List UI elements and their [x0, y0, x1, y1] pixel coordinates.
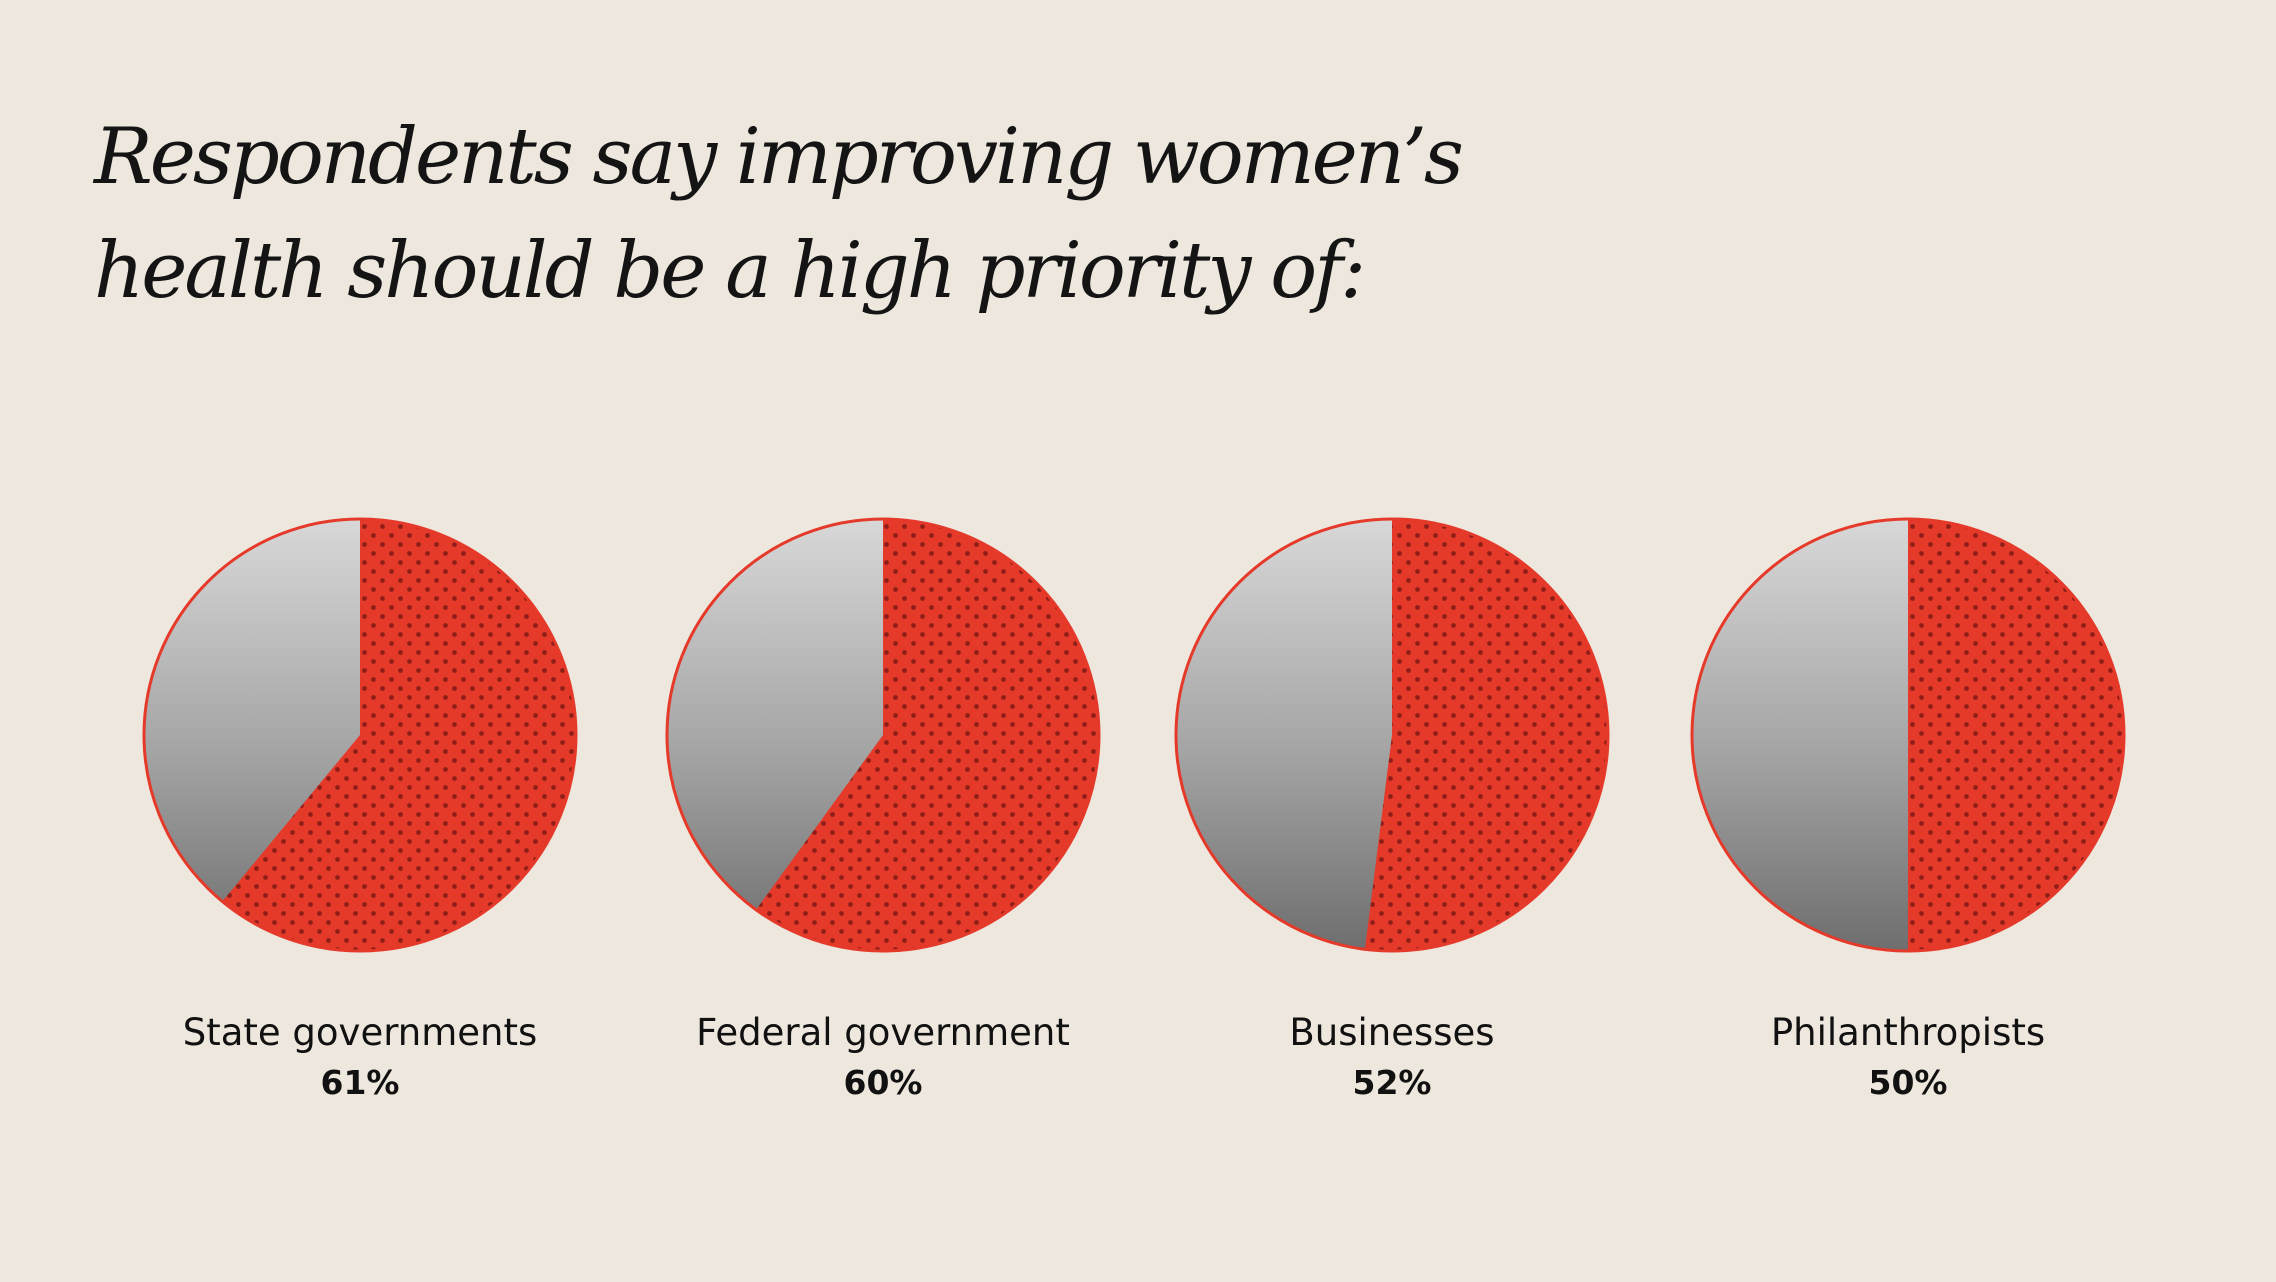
value-label: 52% [1352, 1063, 1432, 1102]
value-label: 60% [843, 1063, 923, 1102]
category-label: Philanthropists [1770, 1011, 2046, 1054]
pie-state-governments [142, 517, 578, 953]
pie-label: Businesses 52% [1132, 1008, 1652, 1108]
category-label: State governments [182, 1011, 538, 1054]
pie-label: Federal government 60% [623, 1008, 1143, 1108]
category-label: Federal government [696, 1011, 1070, 1054]
pie-slice [222, 519, 577, 951]
pie-outline [1174, 517, 1610, 953]
value-label: 61% [320, 1063, 400, 1102]
pie-label: State governments 61% [100, 1008, 620, 1108]
pie-label: Philanthropists 50% [1648, 1008, 2168, 1108]
category-label: Businesses [1289, 1011, 1495, 1054]
chart-title: Respondents say improving women’s health… [94, 100, 1494, 328]
pie-slice [1364, 519, 1609, 952]
pie-businesses [1174, 517, 1610, 953]
pie-outline [665, 517, 1101, 953]
pie-slice [1908, 519, 2124, 951]
pie-federal-government [665, 517, 1101, 953]
title-line-2: health should be a high priority of: [94, 226, 1366, 316]
value-label: 50% [1868, 1063, 1948, 1102]
pie-outline [142, 517, 578, 953]
pie-outline [1690, 517, 2126, 953]
pie-slice [756, 519, 1099, 951]
title-line-1: Respondents say improving women’s [94, 112, 1464, 202]
pie-philanthropists [1690, 517, 2126, 953]
